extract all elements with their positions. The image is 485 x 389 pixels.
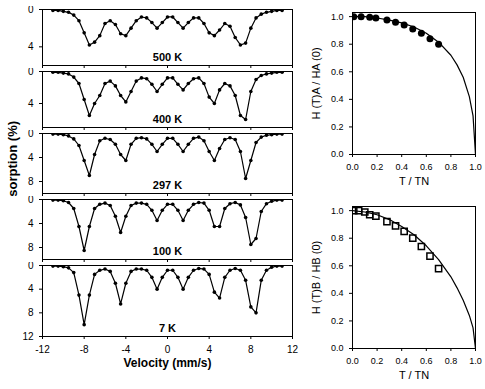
html-text:Absorption (%): Absorption (%) (4, 120, 20, 215)
svg-text:Velocity (mm/s): Velocity (mm/s) (123, 356, 211, 370)
svg-text:0.6: 0.6 (420, 162, 433, 172)
svg-text:0.6: 0.6 (420, 356, 433, 366)
svg-text:-4: -4 (121, 344, 130, 355)
svg-text:1.0: 1.0 (331, 12, 344, 22)
svg-text:0.2: 0.2 (371, 356, 384, 366)
svg-text:0.4: 0.4 (395, 356, 408, 366)
svg-text:4: 4 (28, 218, 34, 229)
svg-text:H (T)A / HA (0): H (T)A / HA (0) (310, 47, 322, 119)
svg-text:400 K: 400 K (153, 113, 182, 125)
svg-text:4: 4 (206, 344, 212, 355)
svg-text:7 K: 7 K (159, 322, 176, 334)
svg-text:12: 12 (22, 331, 34, 342)
svg-text:500 K: 500 K (153, 51, 182, 63)
svg-text:0.0: 0.0 (346, 356, 359, 366)
svg-text:0.4: 0.4 (395, 162, 408, 172)
svg-text:-8: -8 (80, 344, 89, 355)
svg-text:0.8: 0.8 (331, 233, 344, 243)
svg-text:0.6: 0.6 (331, 67, 344, 77)
svg-text:0.8: 0.8 (445, 162, 458, 172)
svg-text:297 K: 297 K (153, 179, 182, 191)
svg-text:0.0: 0.0 (331, 343, 344, 353)
svg-text:8: 8 (28, 242, 34, 253)
svg-text:0: 0 (28, 68, 34, 77)
svg-text:0: 0 (28, 196, 34, 205)
svg-text:0.8: 0.8 (445, 356, 458, 366)
svg-text:0.0: 0.0 (331, 149, 344, 159)
svg-text:1.0: 1.0 (469, 356, 482, 366)
svg-text:8: 8 (28, 307, 34, 318)
svg-text:T / TN: T / TN (399, 369, 429, 381)
svg-text:0.2: 0.2 (331, 316, 344, 326)
svg-text:0: 0 (28, 130, 34, 139)
svg-text:0.2: 0.2 (371, 162, 384, 172)
svg-text:0: 0 (165, 344, 171, 355)
svg-text:-12: -12 (35, 344, 50, 355)
svg-text:4: 4 (28, 152, 34, 163)
svg-text:4: 4 (28, 98, 34, 109)
svg-text:0: 0 (28, 6, 34, 15)
svg-text:1.0: 1.0 (331, 206, 344, 216)
svg-text:4: 4 (28, 283, 34, 294)
svg-text:0.4: 0.4 (331, 94, 344, 104)
svg-text:8: 8 (28, 176, 34, 187)
svg-text:0: 0 (28, 262, 34, 271)
svg-text:H (T)B / HB (0): H (T)B / HB (0) (310, 241, 322, 314)
svg-text:8: 8 (248, 344, 254, 355)
svg-text:4: 4 (28, 41, 34, 52)
svg-text:12: 12 (287, 344, 299, 355)
svg-text:1.0: 1.0 (469, 162, 482, 172)
svg-text:0.0: 0.0 (346, 162, 359, 172)
svg-text:0.8: 0.8 (331, 39, 344, 49)
svg-text:0.6: 0.6 (331, 261, 344, 271)
svg-text:0.2: 0.2 (331, 122, 344, 132)
svg-text:T / TN: T / TN (399, 175, 429, 187)
svg-text:100 K: 100 K (153, 245, 182, 257)
svg-text:0.4: 0.4 (331, 288, 344, 298)
